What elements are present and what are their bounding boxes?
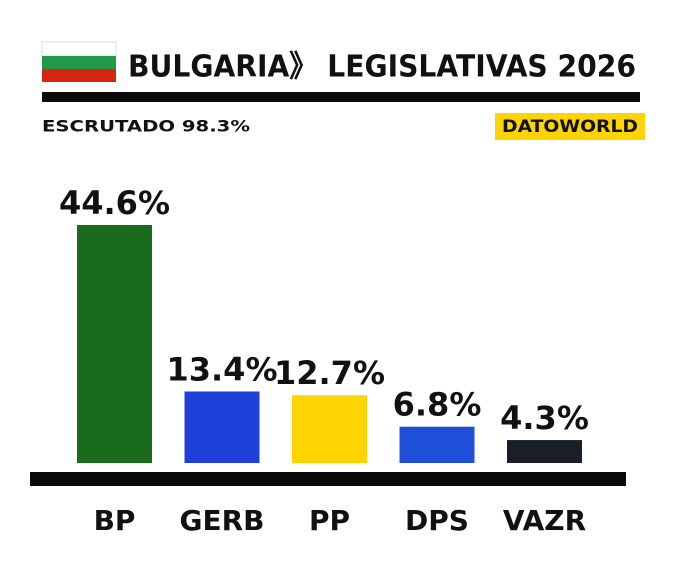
value-label: 12.7% <box>274 354 385 392</box>
x-tick-label: GERB <box>179 504 264 537</box>
title-rule <box>42 92 640 102</box>
source-label: DATOWORLD <box>502 117 638 137</box>
flag-red <box>42 69 116 82</box>
source-box <box>495 113 645 140</box>
flag-white <box>41 41 117 57</box>
value-label: 6.8% <box>393 386 482 424</box>
value-label: 4.3% <box>500 399 589 437</box>
bar <box>77 225 152 463</box>
x-tick-label: BP <box>94 504 136 537</box>
x-tick-label: PP <box>309 504 350 537</box>
bar <box>507 440 582 463</box>
bar <box>399 426 475 463</box>
baseline <box>30 472 626 486</box>
value-label: 44.6% <box>59 184 170 222</box>
flag <box>41 41 117 82</box>
x-tick-label: DPS <box>405 504 469 537</box>
chart-subtitle: ESCRUTADO 98.3% <box>42 117 250 136</box>
bar <box>184 391 260 463</box>
x-tick-label: VAZR <box>503 504 586 537</box>
bar <box>292 395 367 463</box>
chart-title: BULGARIA》 LEGISLATIVAS 2026 <box>128 50 636 85</box>
value-label: 13.4% <box>166 350 277 388</box>
flag-green <box>42 56 116 69</box>
